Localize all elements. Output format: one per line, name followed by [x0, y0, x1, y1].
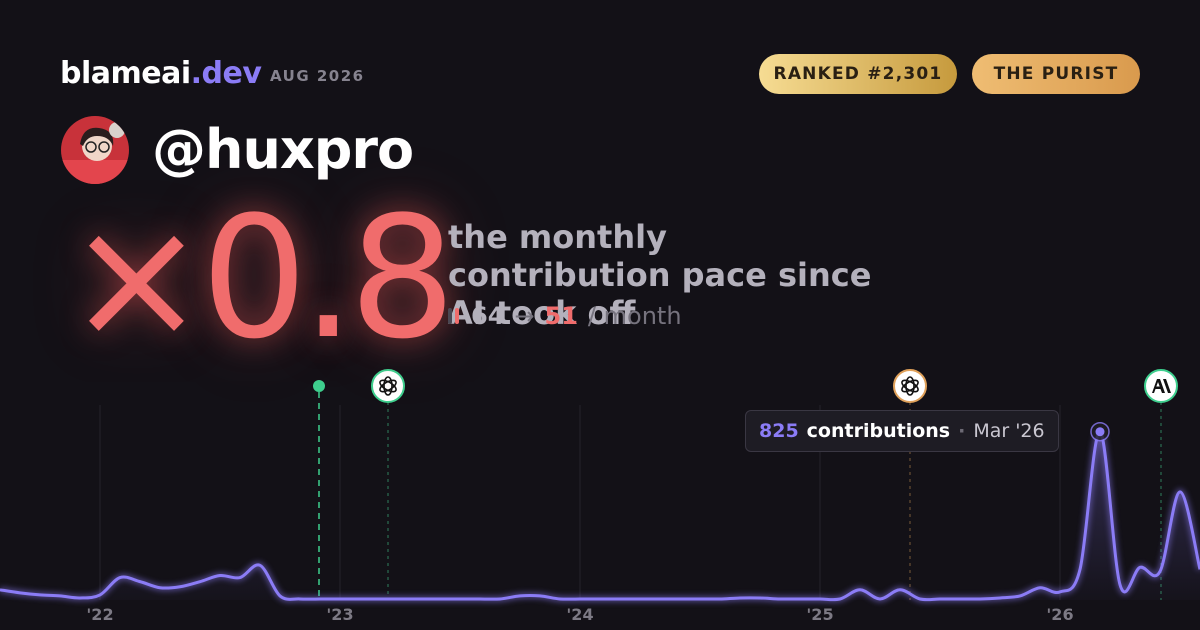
- pace-unit: / month: [587, 302, 682, 330]
- tooltip-value: 825: [759, 420, 799, 442]
- event-markers: [313, 369, 1178, 600]
- report-date: AUG 2026: [270, 67, 365, 85]
- persona-badge: THE PURIST: [972, 54, 1140, 94]
- openai-icon: [371, 369, 405, 403]
- handle: @huxpro: [152, 118, 414, 181]
- rank-badge: RANKED #2,301: [759, 54, 957, 94]
- series-area: [0, 431, 1200, 600]
- brand-name: blameai: [60, 56, 191, 91]
- event-dot: [313, 380, 325, 392]
- series-line-glow: [0, 428, 1200, 603]
- x-tick-label: '22: [86, 605, 113, 624]
- tooltip-series: contributions: [806, 420, 951, 442]
- x-tick-label: '24: [566, 605, 593, 624]
- x-tick-label: '26: [1046, 605, 1073, 624]
- pace-after: 51: [544, 302, 578, 330]
- tooltip: 825 contributions · Mar '26: [745, 410, 1059, 452]
- description: the monthly contribution pace since AI t…: [448, 218, 872, 332]
- pace-multiplier: ×0.8: [66, 180, 456, 376]
- pace-change: 64 → 51 / month: [448, 302, 682, 330]
- tooltip-date: Mar '26: [973, 420, 1045, 442]
- tooltip-separator: ·: [958, 420, 966, 442]
- brand-suffix: .dev: [190, 56, 262, 91]
- pace-icon: [448, 308, 459, 324]
- x-tick-label: '23: [326, 605, 353, 624]
- avatar: [61, 116, 129, 184]
- brand: blameai.dev: [60, 56, 262, 91]
- x-tick-label: '25: [806, 605, 833, 624]
- highlight-point: [1095, 427, 1105, 437]
- openai-icon: [893, 369, 927, 403]
- anthropic-icon: [1144, 369, 1178, 403]
- series-line: [0, 430, 1200, 602]
- pace-before: 64: [471, 302, 505, 330]
- pace-arrow: →: [514, 302, 535, 330]
